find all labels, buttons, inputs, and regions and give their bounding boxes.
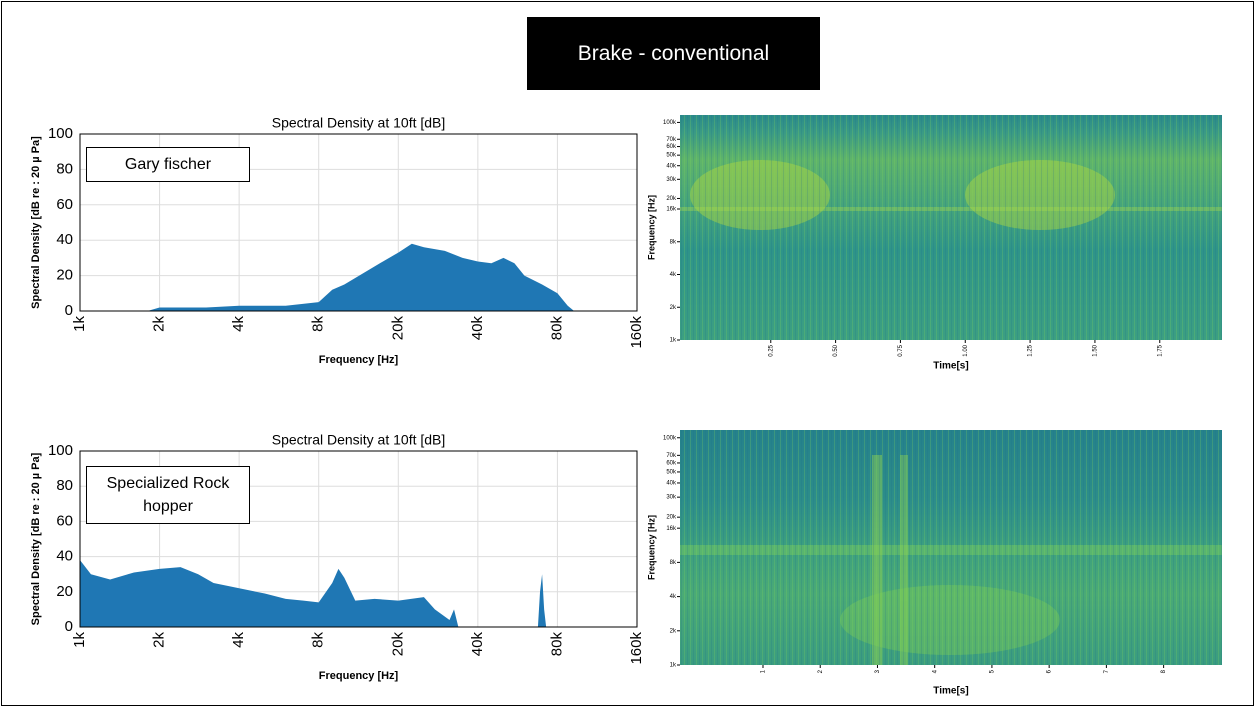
y-tick-label: 50k [666,470,677,476]
y-tick-label: 80 [56,477,73,494]
y-tick-label: 100 [48,125,73,142]
x-tick-label: 1.50 [1093,344,1099,356]
y-tick-label: 100 [48,442,73,459]
y-tick-label: 20 [56,583,73,600]
x-tick-label: 5 [990,669,996,673]
x-tick-label: 40k [469,316,486,341]
y-axis-label: Frequency [Hz] [646,515,656,580]
x-tick-label: 6 [1047,669,1053,673]
chart-title: Spectral Density at 10ft [dB] [272,432,446,448]
x-tick-label: 20k [389,632,406,657]
area [80,243,637,311]
y-tick-label: 16k [666,526,677,532]
y-tick-label: 100k [663,435,677,441]
y-tick-label: 60k [666,144,677,150]
x-tick-label: 20k [389,316,406,341]
y-tick-label: 60k [666,461,677,467]
x-tick-label: 1.25 [1028,344,1034,356]
x-tick-label: 8k [310,632,327,648]
annotation-box: Specialized Rock hopper [86,466,250,524]
x-tick-label: 1k [71,316,88,332]
y-tick-label: 4k [670,272,677,278]
x-tick-label: 4k [230,632,247,648]
y-tick-label: 70k [666,453,677,459]
y-tick-label: 2k [670,628,677,634]
spectrogram-image [680,115,1222,665]
x-tick-label: 1 [761,669,767,673]
y-axis-label: Spectral Density [dB re : 20 µ Pa] [30,136,42,309]
y-tick-label: 40 [56,231,73,248]
x-tick-label: 4k [230,316,247,332]
y-axis-label: Frequency [Hz] [646,195,656,260]
y-tick-label: 100k [663,120,677,126]
y-axis-label: Spectral Density [dB re : 20 µ Pa] [30,452,42,625]
y-tick-label: 0 [65,618,73,635]
y-tick-label: 4k [670,594,677,600]
x-tick-label: 4 [932,669,938,673]
plot-frame [79,133,638,312]
x-axis-label: Frequency [Hz] [319,670,399,682]
y-tick-label: 8k [670,239,677,245]
area [80,560,637,627]
x-tick-label: 80k [548,316,565,341]
x-tick-label: 0.25 [768,344,774,356]
y-tick-label: 40k [666,163,677,169]
x-tick-label: 0.75 [898,344,904,356]
x-tick-label: 8k [310,316,327,332]
y-tick-label: 40 [56,548,73,565]
y-tick-label: 80 [56,160,73,177]
x-tick-label: 1.75 [1157,344,1163,356]
y-tick-label: 40k [666,481,677,487]
x-axis-label: Time[s] [933,361,968,372]
y-tick-label: 1k [670,338,677,344]
x-tick-label: 160k [628,316,645,349]
x-tick-label: 2 [818,669,824,673]
y-tick-label: 60 [56,196,73,213]
x-tick-label: 2k [151,632,168,648]
y-tick-label: 30k [666,177,677,183]
y-tick-label: 0 [65,302,73,319]
y-tick-label: 20k [666,515,677,521]
x-axis-label: Frequency [Hz] [319,354,399,366]
x-tick-label: 40k [469,632,486,657]
chart-title: Spectral Density at 10ft [dB] [272,115,446,131]
x-tick-label: 0.50 [833,344,839,356]
x-axis-label: Time[s] [933,686,968,697]
y-tick-label: 60 [56,512,73,529]
y-tick-label: 20 [56,267,73,284]
x-tick-label: 2k [151,316,168,332]
x-tick-label: 7 [1104,669,1110,673]
y-tick-label: 16k [666,207,677,213]
x-tick-label: 8 [1161,669,1167,673]
y-tick-label: 50k [666,153,677,159]
plot-frame [79,450,638,628]
x-tick-label: 1k [71,632,88,648]
slide-title: Brake - conventional [527,17,820,90]
x-tick-label: 1.00 [963,344,969,356]
y-tick-label: 20k [666,196,677,202]
y-tick-label: 2k [670,305,677,311]
x-tick-label: 3 [875,669,881,673]
x-tick-label: 160k [628,632,645,665]
y-tick-label: 8k [670,560,677,566]
x-tick-label: 80k [548,632,565,657]
y-tick-label: 1k [670,663,677,669]
y-tick-label: 30k [666,495,677,501]
annotation-box: Gary fischer [86,147,250,182]
y-tick-label: 70k [666,137,677,143]
